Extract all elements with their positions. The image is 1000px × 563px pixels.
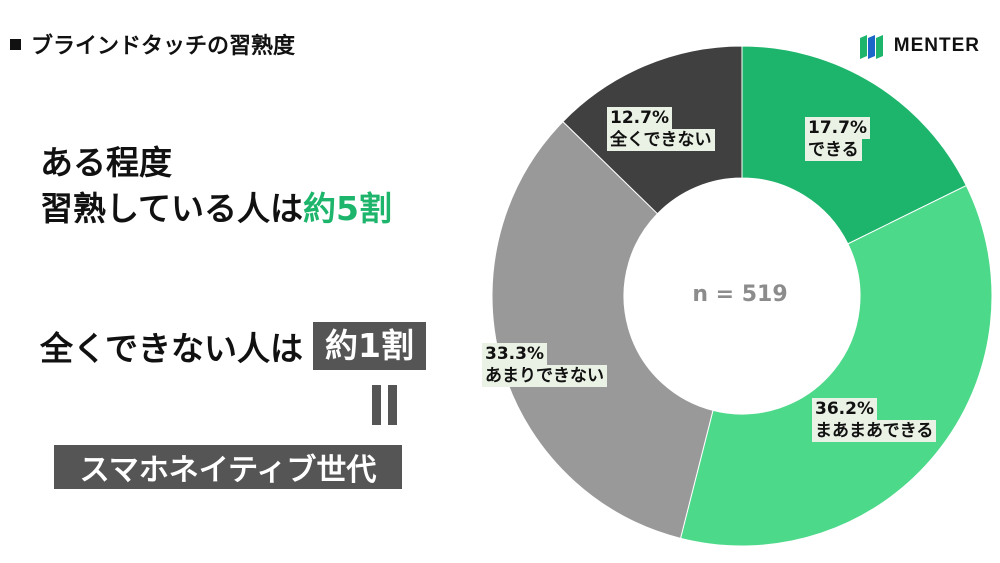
slice-label-dekiru: 17.7% できる: [805, 117, 870, 161]
title-bullet-icon: [10, 38, 21, 50]
slice-label-amari: 33.3% あまりできない: [482, 343, 607, 387]
equals-icon: [368, 385, 400, 425]
menter-logo-icon: [859, 35, 883, 59]
donut-slice-amari: [491, 120, 714, 539]
none-statement-prefix: 全くできない人は: [40, 329, 304, 368]
slide-title: ブラインドタッチの習熟度: [10, 28, 295, 60]
headline: ある程度 習熟している人は約5割: [40, 140, 392, 232]
slice-category: まあまあできる: [812, 420, 937, 442]
headline-accent: 約5割: [303, 189, 392, 228]
slice-category: できる: [805, 139, 862, 161]
headline-line2: 習熟している人は約5割: [40, 186, 392, 232]
smartphone-native-label: スマホネイティブ世代: [54, 445, 402, 489]
slice-label-maamaa: 36.2% まあまあできる: [812, 398, 937, 442]
headline-line2-prefix: 習熟している人は: [40, 189, 304, 228]
slide-title-text: ブラインドタッチの習熟度: [31, 34, 296, 59]
donut-slice-maamaa: [679, 184, 993, 547]
slice-pct: 36.2%: [812, 398, 877, 420]
slice-pct: 33.3%: [482, 343, 547, 365]
none-statement: 全くできない人は 約1割: [40, 322, 426, 370]
none-statement-pill: 約1割: [313, 322, 426, 370]
slice-pct: 12.7%: [607, 107, 672, 129]
slice-label-mattaku: 12.7% 全くできない: [607, 107, 715, 151]
slice-category: 全くできない: [607, 129, 715, 151]
slice-category: あまりできない: [482, 365, 607, 387]
slice-pct: 17.7%: [805, 117, 870, 139]
menter-logo: MENTER: [858, 32, 980, 60]
sample-size-label: n = 519: [692, 282, 788, 307]
headline-line1: ある程度: [40, 143, 172, 182]
logo-text: MENTER: [893, 35, 980, 56]
